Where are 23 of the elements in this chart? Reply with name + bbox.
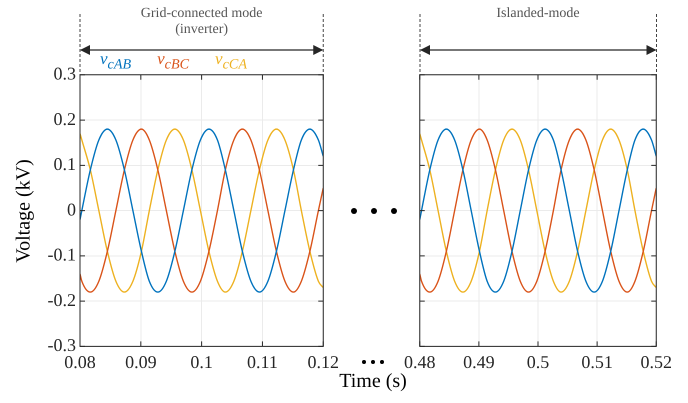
y-tick-label: -0.1 bbox=[48, 244, 76, 265]
y-tick-label: -0.2 bbox=[48, 290, 76, 310]
x-axis-title: Time (s) bbox=[339, 370, 407, 393]
x-tick-label: 0.49 bbox=[463, 352, 495, 372]
x-tick-label: 0.1 bbox=[190, 352, 213, 372]
y-tick-label: 0.2 bbox=[54, 108, 76, 129]
x-tick-label: 0.09 bbox=[125, 352, 157, 372]
y-tick-label: 0.3 bbox=[54, 64, 76, 84]
line-series bbox=[80, 128, 324, 293]
x-tick-label: 0.12 bbox=[308, 352, 339, 372]
y-tick-label: 0.1 bbox=[54, 154, 76, 174]
text: Islanded-mode bbox=[495, 6, 581, 22]
text: Grid-connected mode (inverter) bbox=[140, 6, 264, 38]
x-tick-label: 0.51 bbox=[581, 352, 613, 372]
text: v$_{cCA}$ bbox=[215, 48, 247, 74]
text: v$_{cBC}$ bbox=[157, 48, 190, 74]
x-tick-label: 0.5 bbox=[526, 352, 550, 372]
x-tick-label: 0.48 bbox=[404, 352, 436, 372]
text: v$_{cAB}$ bbox=[100, 48, 132, 74]
y-tick-label: 0 bbox=[67, 199, 76, 220]
x-tick-label: 0.11 bbox=[247, 352, 278, 372]
x-tick-label: 0.52 bbox=[640, 352, 672, 372]
y-axis-title: Voltage (kV) bbox=[12, 158, 36, 262]
